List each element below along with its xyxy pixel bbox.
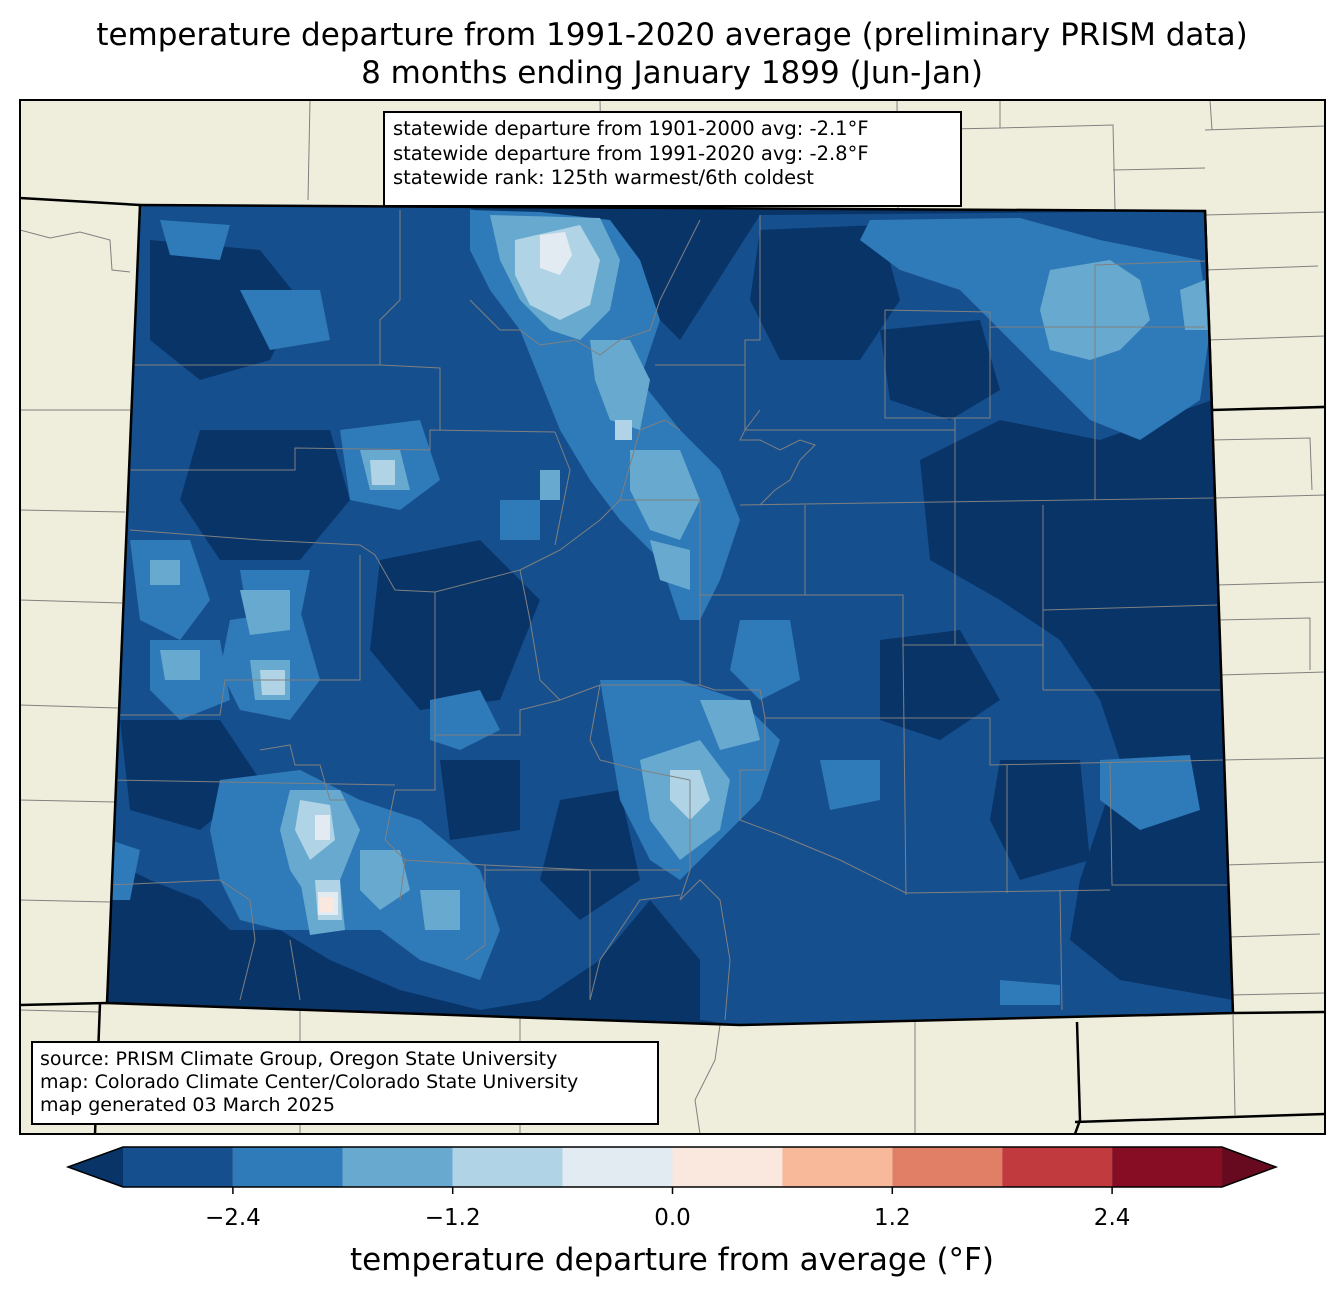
colorbar-bin bbox=[892, 1147, 1003, 1187]
colorbar bbox=[65, 1146, 1279, 1194]
stats-departure-1901-2000: statewide departure from 1901-2000 avg: … bbox=[393, 117, 869, 140]
colorbar-under-arrow bbox=[68, 1147, 123, 1187]
colorbar-outline bbox=[65, 1146, 1279, 1188]
source-map: map: Colorado Climate Center/Colorado St… bbox=[40, 1071, 579, 1093]
bin-0.0-0.6 bbox=[320, 897, 334, 912]
bin-under-pockets bbox=[120, 225, 1220, 920]
title-line-2: 8 months ending January 1899 (Jun-Jan) bbox=[361, 55, 983, 91]
colorbar-tick-label: −2.4 bbox=[204, 1205, 261, 1231]
statewide-stats-box: statewide departure from 1901-2000 avg: … bbox=[383, 111, 962, 207]
colorbar-tick-label: 2.4 bbox=[1093, 1205, 1131, 1231]
colorbar-bin bbox=[562, 1147, 673, 1187]
colorbar-bin bbox=[782, 1147, 893, 1187]
colorbar-bin bbox=[1112, 1147, 1222, 1187]
colorbar-bin bbox=[452, 1147, 563, 1187]
colorbar-bin bbox=[232, 1147, 343, 1187]
colorbar-bin bbox=[123, 1147, 233, 1187]
colorbar-over-arrow bbox=[1222, 1147, 1276, 1187]
source-prism: source: PRISM Climate Group, Oregon Stat… bbox=[40, 1048, 558, 1070]
temperature-field bbox=[107, 205, 1233, 1025]
colorbar-tick-label: 0.0 bbox=[654, 1205, 691, 1231]
colorbar-bin bbox=[672, 1147, 783, 1187]
source-box: source: PRISM Climate Group, Oregon Stat… bbox=[31, 1041, 659, 1125]
colorbar-tick-label: −1.2 bbox=[424, 1205, 481, 1231]
map-frame bbox=[19, 99, 1326, 1135]
colorbar-bin bbox=[342, 1147, 453, 1187]
colorbar-label: temperature departure from average (°F) bbox=[350, 1242, 994, 1278]
colorado-border bbox=[105, 203, 1235, 1027]
colorado-county-lines bbox=[109, 210, 1228, 1021]
stats-departure-1991-2020: statewide departure from 1991-2020 avg: … bbox=[393, 141, 869, 165]
source-generated-date: map generated 03 March 2025 bbox=[40, 1094, 335, 1116]
colorbar-tick-label: 1.2 bbox=[874, 1205, 911, 1231]
colorbar-bin bbox=[1002, 1147, 1113, 1187]
stats-rank: statewide rank: 125th warmest/6th coldes… bbox=[393, 166, 814, 189]
title-line-1: temperature departure from 1991-2020 ave… bbox=[96, 17, 1248, 53]
